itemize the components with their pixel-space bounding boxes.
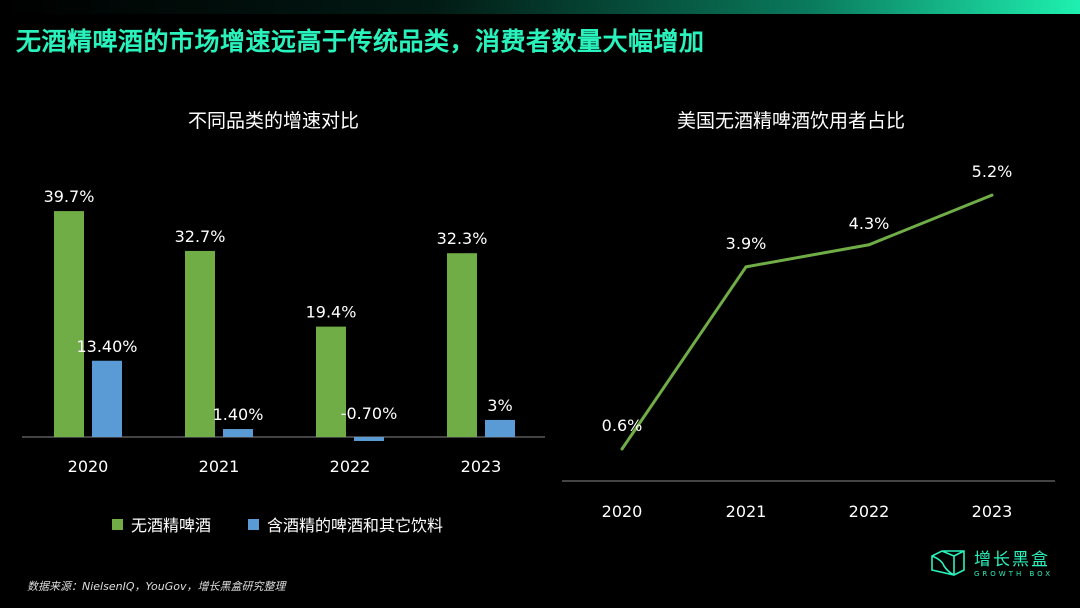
line-data-label: 0.6%	[602, 416, 643, 435]
line-data-label: 5.2%	[972, 162, 1013, 181]
bar-x-tick-label: 2023	[461, 457, 502, 476]
line-x-tick-label: 2021	[726, 502, 767, 521]
legend-label: 含酒精的啤酒和其它饮料	[267, 516, 444, 535]
legend-label: 无酒精啤酒	[131, 516, 212, 535]
legend-item-blue: 含酒精的啤酒和其它饮料	[248, 512, 443, 536]
bar-2021-s0	[185, 250, 215, 437]
line-x-tick-label: 2023	[972, 502, 1013, 521]
bar-data-label: 32.7%	[175, 227, 226, 246]
line-chart-title: 美国无酒精啤酒饮用者占比	[677, 110, 906, 132]
line-x-tick-label: 2020	[602, 502, 643, 521]
brand-logo: 增长黑盒 GROWTH BOX	[930, 545, 1053, 578]
bar-data-label: -0.70%	[341, 404, 398, 423]
line-point-2023	[990, 193, 994, 197]
bar-2020-s0	[54, 211, 84, 437]
legend-item-green: 无酒精啤酒	[112, 512, 211, 536]
line-data-label: 4.3%	[849, 214, 890, 233]
top-gradient-bar	[0, 0, 1080, 14]
bar-data-label: 32.3%	[437, 229, 488, 248]
bar-x-tick-label: 2022	[330, 457, 371, 476]
bar-data-label: 1.40%	[213, 405, 264, 424]
line-point-2021	[744, 265, 748, 269]
bar-x-tick-label: 2020	[68, 457, 109, 476]
bar-2023-s0	[447, 253, 477, 437]
logo-text: 增长黑盒	[974, 550, 1050, 570]
bar-2022-s1	[354, 437, 384, 441]
bar-data-label: 19.4%	[306, 303, 357, 322]
page-title: 无酒精啤酒的市场增速远高于传统品类，消费者数量大幅增加	[16, 27, 705, 56]
bar-data-label: 39.7%	[44, 187, 95, 206]
line-series	[620, 193, 993, 450]
bar-2022-s0	[316, 326, 346, 437]
logo-subtext: GROWTH BOX	[974, 570, 1054, 578]
bar-data-label: 3%	[487, 396, 512, 415]
line-data-label: 3.9%	[726, 234, 767, 253]
bar-2023-s1	[485, 419, 515, 437]
source-note: 数据来源：NielsenIQ，YouGov，增长黑盒研究整理	[27, 580, 286, 593]
bar-2020-s1	[92, 360, 122, 437]
line-point-2022	[867, 243, 871, 247]
bar-data-label: 13.40%	[76, 337, 137, 356]
bar-2021-s1	[223, 429, 253, 437]
legend-swatch-blue	[248, 518, 259, 530]
bar-chart-title: 不同品类的增速对比	[188, 110, 360, 132]
bar-x-tick-label: 2021	[199, 457, 240, 476]
line-point-2020	[620, 447, 624, 451]
legend-swatch-green	[112, 518, 123, 530]
line-x-tick-label: 2022	[849, 502, 890, 521]
box-logo-icon	[931, 549, 965, 576]
